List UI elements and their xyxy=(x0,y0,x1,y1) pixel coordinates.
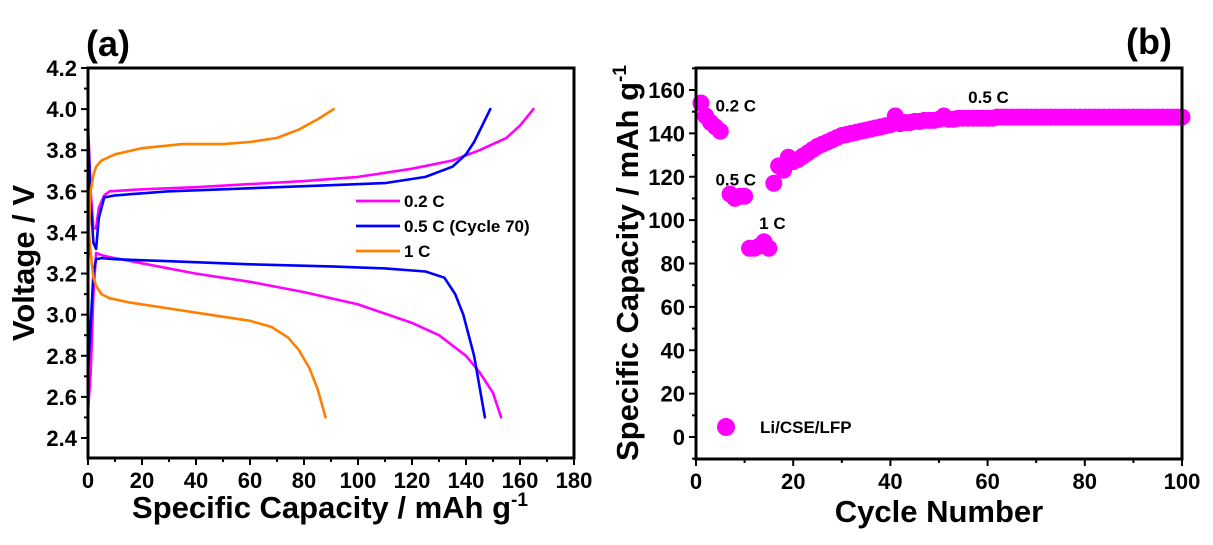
y-tick-label: 3.8 xyxy=(46,138,77,163)
y-tick-label: 3.4 xyxy=(46,220,77,245)
y-tick-label: 20 xyxy=(661,382,685,407)
series-line-0-2-c-charge xyxy=(86,107,535,230)
chart-a-frame xyxy=(86,66,576,460)
series-line-0-5-c-cycle-70--charge xyxy=(86,107,492,251)
x-tick-label: 100 xyxy=(1164,469,1201,494)
y-tick-label: 2.8 xyxy=(46,344,77,369)
legend-label: 0.5 C (Cycle 70) xyxy=(404,217,530,236)
chart-a-ticks: 0 20 40 60 80 100 120 140 160 180 2.4 2.6 2.8 3.0 3.2 3… xyxy=(46,56,592,493)
legend-label: 1 C xyxy=(404,242,430,261)
x-tick-label: 20 xyxy=(781,469,805,494)
panel-label-b: (b) xyxy=(1126,21,1172,62)
annotation-label: 0.2 C xyxy=(715,97,756,116)
chart-a-x-axis-title-sup: -1 xyxy=(511,490,528,511)
x-tick-label: 40 xyxy=(878,469,902,494)
chart-a-x-axis-title: Specific Capacity / mAh g-1 xyxy=(132,490,528,525)
chart-b-y-axis-title: Specific Capacity / mAh g-1 xyxy=(610,65,645,461)
x-tick-label: 80 xyxy=(1073,469,1097,494)
series-line-1-c-discharge xyxy=(86,220,327,419)
x-tick-label: 60 xyxy=(238,468,262,493)
y-tick-label: 100 xyxy=(648,208,685,233)
annotation-label: 0.5 C xyxy=(968,88,1009,107)
y-tick-label: 80 xyxy=(661,252,685,277)
chart-b-legend: Li/CSE/LFP xyxy=(717,418,852,437)
x-tick-label: 60 xyxy=(975,469,999,494)
chart-b-x-axis-title: Cycle Number xyxy=(835,494,1043,529)
chart-a-series xyxy=(86,107,535,419)
annotation-label: 0.5 C xyxy=(715,170,756,189)
x-tick-label: 80 xyxy=(292,468,316,493)
chart-a: (a) 0 20 40 60 80 100 120 140 160 180 2.4 2.6 2.8 3.0… xyxy=(6,23,592,525)
y-tick-label: 140 xyxy=(648,121,685,146)
data-point xyxy=(711,122,729,140)
y-tick-label: 2.4 xyxy=(46,426,77,451)
annotation-label: 1 C xyxy=(759,214,785,233)
chart-b-ticks: 0 20 40 60 80 100 0 20 40 60 80 100 120 140 160 xyxy=(648,67,1201,494)
chart-b-y-axis-title-sup: -1 xyxy=(610,65,631,82)
series-line-0-5-c-cycle-70--discharge xyxy=(86,256,487,419)
x-tick-label: 100 xyxy=(340,468,377,493)
y-tick-label: 3.0 xyxy=(46,303,77,328)
legend-label: Li/CSE/LFP xyxy=(760,418,852,437)
legend-marker xyxy=(717,418,735,436)
series-line-0-2-c-discharge xyxy=(86,251,503,419)
panel-label-a: (a) xyxy=(86,23,130,64)
y-tick-label: 3.6 xyxy=(46,179,77,204)
x-tick-label: 180 xyxy=(556,468,593,493)
x-tick-label: 40 xyxy=(184,468,208,493)
y-tick-label: 2.6 xyxy=(46,385,77,410)
x-tick-label: 140 xyxy=(448,468,485,493)
x-tick-label: 0 xyxy=(82,468,94,493)
chart-b-series xyxy=(692,94,1191,257)
chart-b-annotations: 0.2 C 0.5 C 1 C 0.5 C xyxy=(715,88,1008,233)
chart-a-y-axis-title: Voltage / V xyxy=(6,185,41,342)
series-line-1-c-charge xyxy=(86,107,336,255)
y-tick-label: 60 xyxy=(661,295,685,320)
y-tick-label: 4.0 xyxy=(46,97,77,122)
y-tick-label: 0 xyxy=(673,425,685,450)
x-tick-label: 0 xyxy=(690,469,702,494)
x-tick-label: 120 xyxy=(394,468,431,493)
data-point xyxy=(736,187,754,205)
y-tick-label: 40 xyxy=(661,338,685,363)
y-tick-label: 4.2 xyxy=(46,56,77,81)
x-tick-label: 20 xyxy=(130,468,154,493)
data-point xyxy=(765,174,783,192)
data-point xyxy=(760,239,778,257)
chart-a-legend: 0.2 C 0.5 C (Cycle 70) 1 C xyxy=(356,192,530,261)
y-tick-label: 120 xyxy=(648,165,685,190)
y-tick-label: 3.2 xyxy=(46,262,77,287)
chart-b: (b) 0 20 40 60 80 100 0 20 40 60 80 100 120 140 160 0.… xyxy=(610,21,1200,529)
y-tick-label: 160 xyxy=(648,78,685,103)
legend-label: 0.2 C xyxy=(404,192,445,211)
x-tick-label: 160 xyxy=(502,468,539,493)
